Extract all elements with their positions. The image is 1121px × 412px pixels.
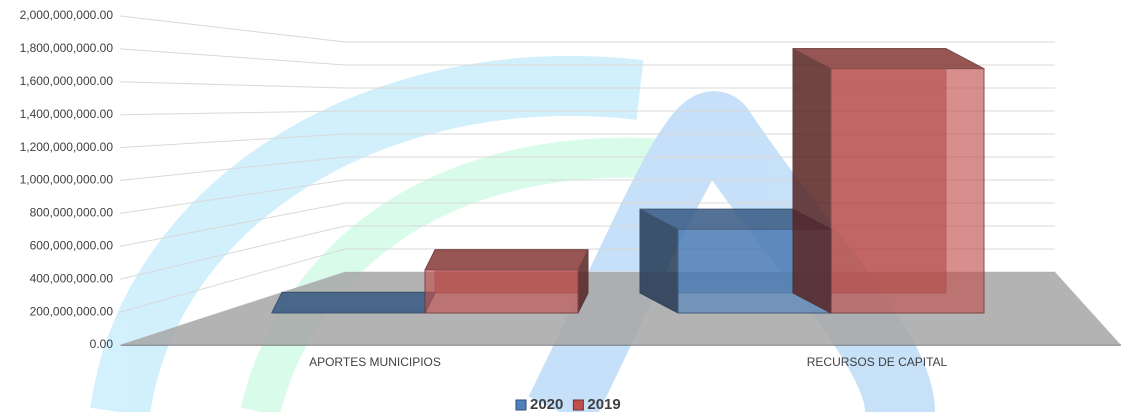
legend-swatch — [572, 399, 584, 411]
legend-swatch — [515, 399, 527, 411]
y-tick-label: 800,000,000.00 — [30, 206, 114, 220]
legend-label: 2020 — [530, 396, 563, 412]
bar — [271, 291, 436, 314]
bar-front — [271, 311, 426, 314]
bar — [792, 47, 985, 314]
y-tick-label: 1,600,000,000.00 — [20, 74, 114, 88]
bar-top — [271, 291, 436, 313]
bar-side — [792, 47, 832, 314]
y-tick-label: 400,000,000.00 — [30, 271, 114, 285]
legend: 2020 2019 — [515, 396, 621, 412]
legend-label: 2019 — [587, 396, 620, 412]
grid-line — [119, 15, 1055, 43]
y-tick-label: 2,000,000,000.00 — [20, 8, 114, 22]
y-tick-label: 0.00 — [90, 337, 114, 351]
y-tick-label: 200,000,000.00 — [30, 304, 114, 318]
y-tick-label: 600,000,000.00 — [30, 238, 114, 252]
y-tick-label: 1,800,000,000.00 — [20, 41, 114, 55]
y-tick-label: 1,400,000,000.00 — [20, 107, 114, 121]
x-tick-label: RECURSOS DE CAPITAL — [807, 355, 948, 369]
bar-top — [424, 249, 589, 271]
bar — [424, 249, 589, 314]
y-tick-label: 1,000,000,000.00 — [20, 173, 114, 187]
x-tick-label: APORTES MUNICIPIOS — [309, 355, 441, 369]
bar-front — [830, 68, 985, 314]
y-tick-label: 1,200,000,000.00 — [20, 140, 114, 154]
bar-front — [424, 269, 579, 314]
